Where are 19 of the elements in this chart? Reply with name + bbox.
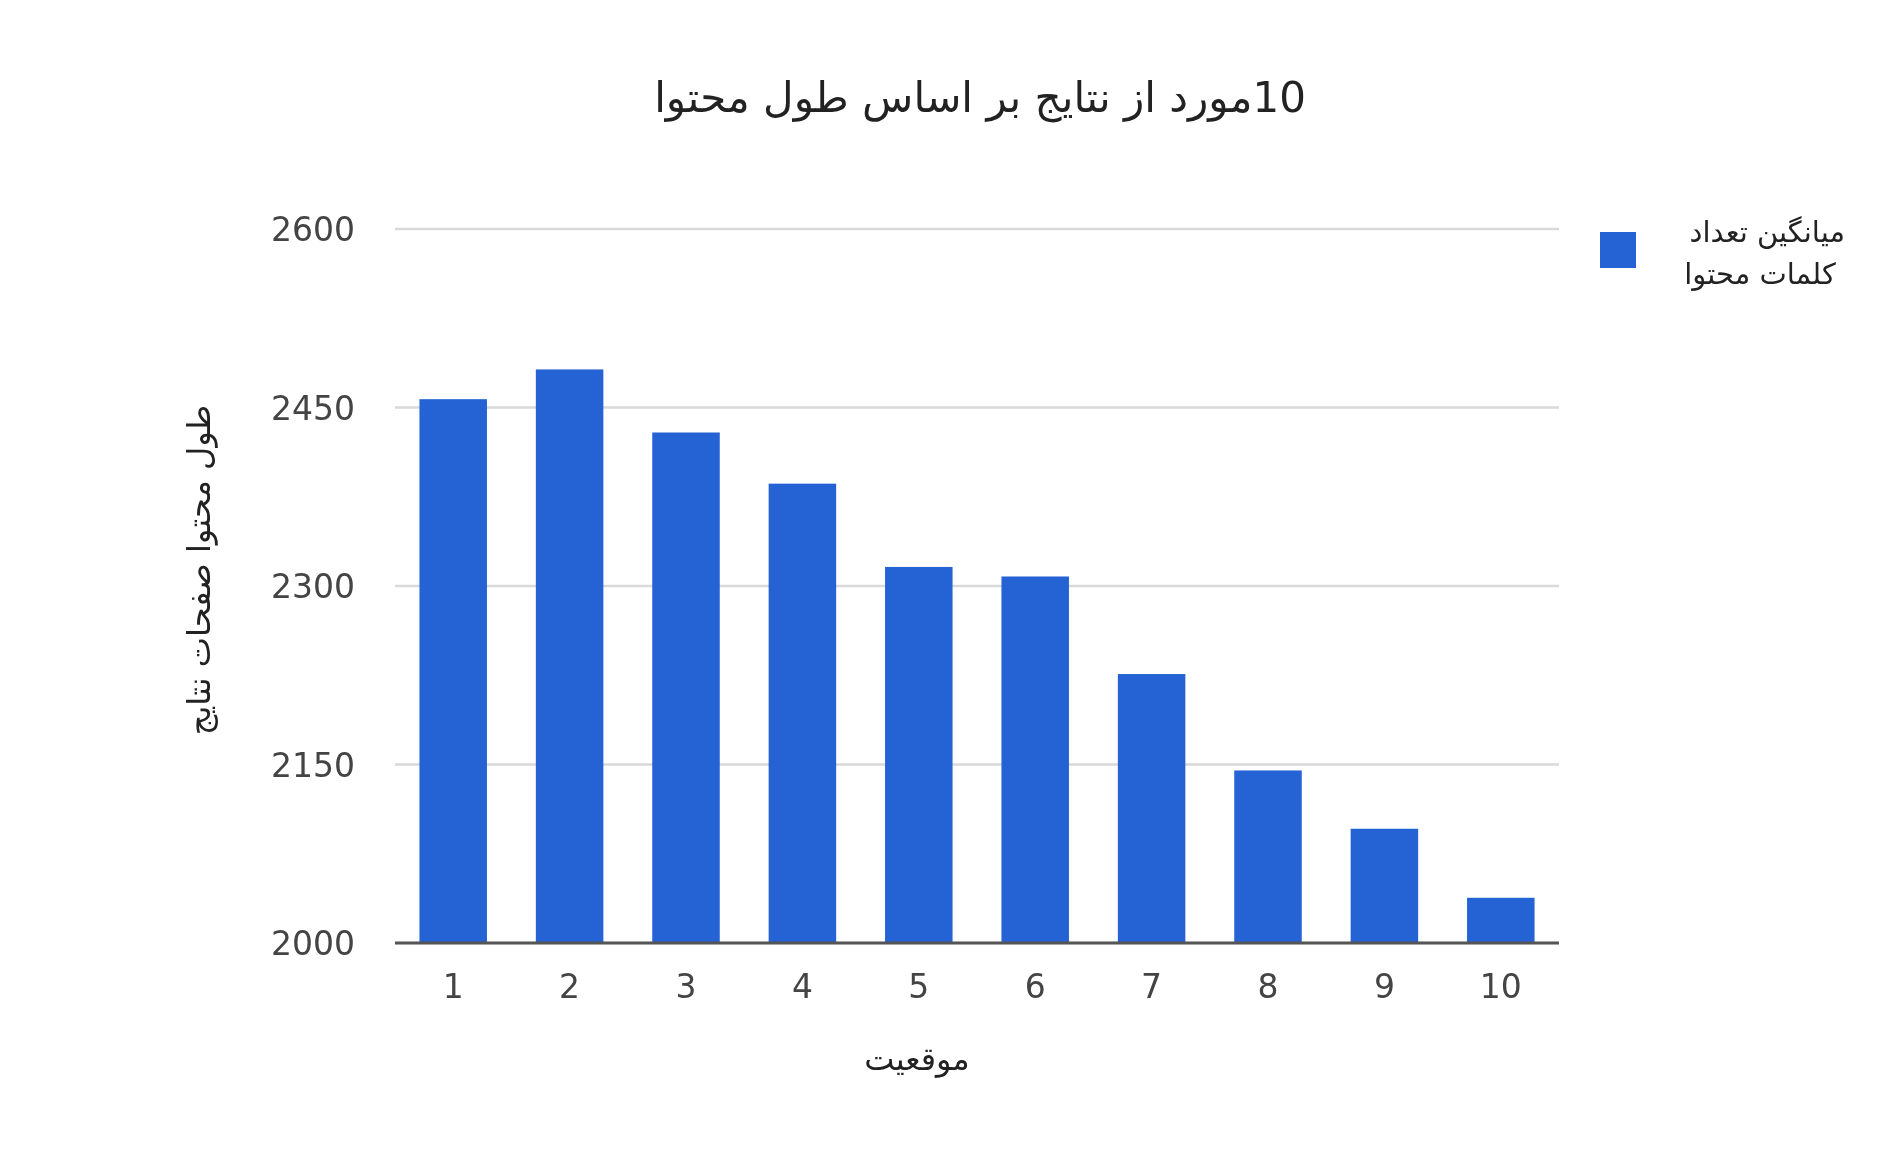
x-tick-label: 4 [791,967,813,1006]
x-tick-label: 2 [559,967,581,1006]
x-tick-label: 7 [1141,967,1163,1006]
chart-title: 10مورد از نتایج بر اساس طول محتوا [654,73,1306,123]
x-tick-label: 9 [1373,967,1395,1006]
legend-label: میانگین تعداد کلمات محتوا [1684,215,1845,291]
x-axis-title: موقعیت [864,1040,970,1078]
y-tick-label: 2600 [271,210,355,249]
x-tick-label: 3 [675,967,697,1006]
x-tick-label: 1 [442,967,464,1006]
x-tick-label: 6 [1024,967,1046,1006]
y-tick-label: 2150 [271,745,355,785]
x-tick-label: 8 [1257,967,1279,1006]
x-tick-label: 5 [908,967,930,1006]
y-tick-label: 2450 [271,388,355,428]
y-tick-label: 2000 [271,924,355,963]
y-axis-title: طول محتوا صفحات نتایج [180,404,218,736]
y-tick-label: 2300 [271,567,355,606]
x-tick-label: 10 [1479,967,1522,1006]
